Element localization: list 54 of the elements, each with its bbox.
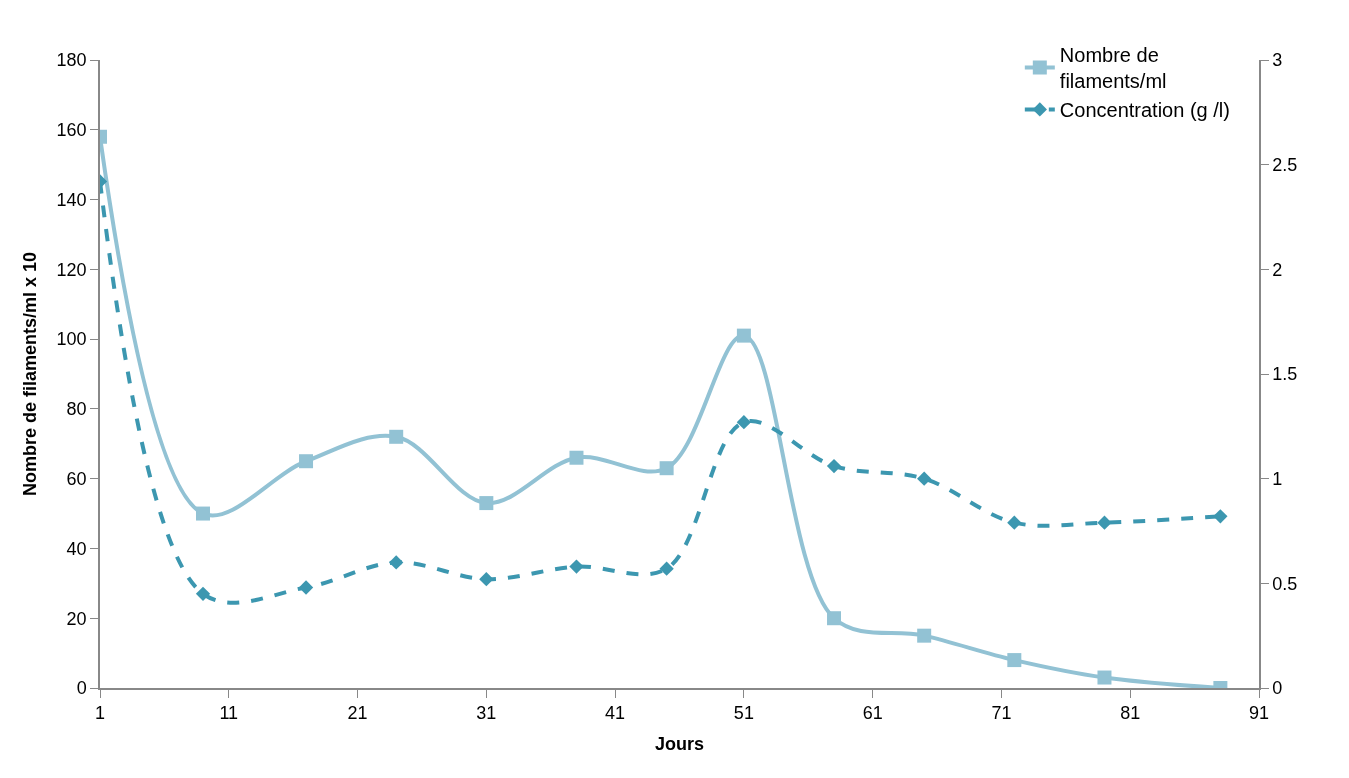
point	[1097, 515, 1112, 530]
x-tick-label: 31	[476, 703, 497, 724]
point	[479, 496, 494, 511]
point	[569, 559, 584, 574]
y-tick-label: 180	[56, 50, 87, 71]
legend-label: Nombre de filaments/ml	[1059, 44, 1167, 93]
x-tick-label: 61	[862, 703, 883, 724]
x-tick-label: 71	[991, 703, 1012, 724]
y-tick-label: 100	[56, 329, 87, 350]
point	[569, 450, 584, 465]
x-tick-label: 11	[219, 703, 239, 724]
y-tick-label: 120	[56, 259, 87, 280]
x-tick-label: 51	[733, 703, 754, 724]
point	[195, 586, 211, 601]
y2-tick-label: 2.5	[1272, 154, 1298, 175]
y-tick-label: 60	[66, 468, 87, 489]
point	[659, 561, 674, 576]
y-tick-label: 0	[76, 678, 87, 699]
y2-tick-label: 3	[1272, 50, 1283, 71]
point	[479, 572, 494, 587]
point	[1007, 515, 1022, 530]
y-tick-label: 20	[66, 608, 87, 629]
point	[389, 429, 404, 444]
y-tick-label: 160	[56, 120, 87, 141]
point	[736, 415, 752, 430]
x-tick-label: 1	[94, 703, 106, 724]
point	[826, 458, 842, 474]
x-axis-title: Jours	[654, 733, 705, 754]
point	[659, 461, 674, 476]
point	[917, 628, 932, 643]
y-tick-label: 140	[56, 189, 87, 210]
point	[389, 555, 404, 570]
y2-tick-label: 0	[1272, 678, 1283, 699]
point	[827, 611, 842, 626]
x-tick-label: 81	[1120, 703, 1141, 724]
point	[917, 471, 932, 486]
point	[196, 506, 211, 521]
y2-tick-label: 2	[1272, 259, 1283, 280]
legend-label: Concentration (g /l)	[1059, 99, 1230, 122]
point	[298, 580, 314, 595]
y2-tick-label: 1	[1272, 468, 1283, 489]
x-tick-label: 21	[347, 703, 368, 724]
point	[299, 454, 314, 469]
point	[1213, 509, 1228, 524]
y-axis-title: Nombre de filaments/ml x 10	[20, 251, 41, 497]
point	[1007, 653, 1022, 668]
y2-tick-label: 1.5	[1272, 364, 1298, 385]
y-tick-label: 80	[66, 399, 87, 420]
y2-tick-label: 0.5	[1272, 573, 1298, 594]
point	[1097, 670, 1112, 685]
point	[736, 328, 751, 343]
x-tick-label: 41	[605, 703, 626, 724]
y-tick-label: 40	[66, 538, 87, 559]
x-tick-label: 91	[1248, 703, 1270, 724]
